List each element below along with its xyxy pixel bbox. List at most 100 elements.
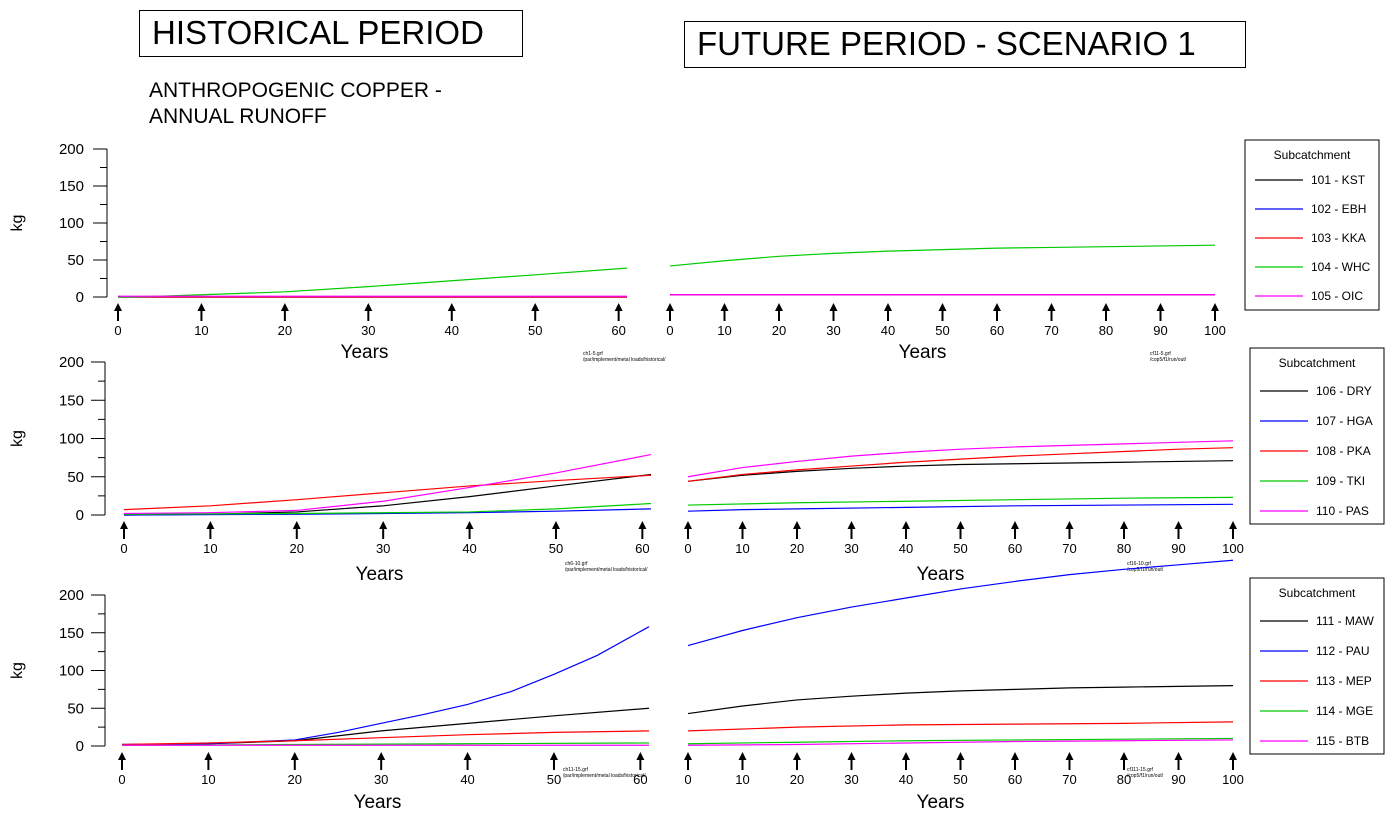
panel3-fut-tick-arrow-9 <box>1174 752 1183 770</box>
panel1-y-tick-label-0: 0 <box>76 289 84 306</box>
panel3-y-tick-label-4: 200 <box>59 587 84 604</box>
panel2-hist-tick-label-0: 0 <box>120 541 127 556</box>
panel1-hist-tick-arrow-2 <box>280 303 289 321</box>
panel2-hist-x-axis-label: Years <box>356 564 404 585</box>
panel1-legend-box <box>1244 139 1380 311</box>
panel3-fut-tick-arrow-10 <box>1229 752 1237 770</box>
panel2-fut-file-note-1: /cop5/f1/run/out/ <box>1127 567 1164 573</box>
panel3-fut-tick-label-7: 70 <box>1062 772 1076 787</box>
panel2-fut-tick-label-4: 40 <box>899 541 913 556</box>
panel1-fut-tick-arrow-7 <box>1047 303 1056 321</box>
panel1-hist-tick-arrow-0 <box>114 303 122 321</box>
panel1-fut-tick-arrow-9 <box>1156 303 1165 321</box>
panel2-fut-series-line-4 <box>687 496 1234 506</box>
panel3-legend-label-2: 112 - PAU <box>1316 644 1370 658</box>
panel3-hist-series-line-3 <box>121 730 650 746</box>
panel2-y-tick-label-4: 200 <box>59 354 84 371</box>
panel3-fut-tick-arrow-6 <box>1011 752 1019 770</box>
panel3-legend-title: Subcatchment <box>1279 586 1356 600</box>
panel2-hist-tick-label-2: 20 <box>290 541 304 556</box>
panel2-hist-tick-arrow-2 <box>292 521 301 539</box>
panel1-legend-label-4: 104 - WHC <box>1311 260 1371 274</box>
panel3-fut-tick-label-10: 100 <box>1222 772 1244 787</box>
panel2-hist-tick-arrow-3 <box>379 521 388 539</box>
panel2-fut-tick-arrow-0 <box>684 521 692 539</box>
chart-subtitle: ANTHROPOGENIC COPPER - ANNUAL RUNOFF <box>149 78 442 130</box>
panel2-hist-tick-label-1: 10 <box>203 541 217 556</box>
panel1-fut-tick-label-5: 50 <box>935 323 949 338</box>
panel3-fut-tick-label-5: 50 <box>953 772 967 787</box>
panel2-legend-label-1: 106 - DRY <box>1316 384 1372 398</box>
panel2-hist-series-line-5 <box>123 453 652 515</box>
panel3-hist-series-line-1 <box>121 707 650 746</box>
panel1-hist-tick-label-2: 20 <box>278 323 292 338</box>
panel2-y-tick-label-3: 150 <box>59 392 84 409</box>
panel3-hist-file-note-1: /par/implement/metal loads/historical/ <box>563 773 646 779</box>
panel3-fut-tick-label-1: 10 <box>735 772 749 787</box>
panel2-hist-series-line-1 <box>123 473 652 516</box>
panel2-fut-tick-arrow-7 <box>1065 521 1074 539</box>
panel1-y-tick-label-1: 50 <box>67 252 84 269</box>
panel1-fut-series-line-4 <box>669 244 1216 267</box>
panel3-hist-tick-label-0: 0 <box>118 772 125 787</box>
subtitle-line-2: ANNUAL RUNOFF <box>149 105 327 128</box>
panel2-fut-tick-label-10: 100 <box>1222 541 1244 556</box>
panel3-hist-tick-label-6: 60 <box>633 772 647 787</box>
panel2-legend-box <box>1249 347 1385 525</box>
panel1-fut-tick-label-10: 100 <box>1204 323 1226 338</box>
panel3-fut-tick-label-2: 20 <box>790 772 804 787</box>
subtitle-line-1: ANTHROPOGENIC COPPER - <box>149 79 442 102</box>
panel1-fut-file-note-0: cf11-5.grf <box>1150 351 1171 357</box>
panel3-legend-label-1: 111 - MAW <box>1316 614 1374 628</box>
panel3-hist-tick-label-2: 20 <box>288 772 302 787</box>
panel3-legend-box <box>1249 577 1385 755</box>
panel3-fut-x-axis-label: Years <box>917 792 965 813</box>
panel3-fut-file-note-1: /cop5/f1/run/out/ <box>1127 773 1164 779</box>
panel2-hist-series-line-3 <box>123 474 652 511</box>
panel3-fut-series-line-4 <box>687 737 1234 745</box>
panel2-fut-tick-arrow-10 <box>1229 521 1237 539</box>
historical-period-title: HISTORICAL PERIOD <box>139 10 523 57</box>
panel2-fut-tick-arrow-3 <box>847 521 856 539</box>
panel2-hist-series-line-2 <box>123 508 652 516</box>
panel3-fut-tick-arrow-7 <box>1065 752 1074 770</box>
panel3-legend-label-4: 114 - MGE <box>1316 704 1373 718</box>
panel2-fut-series-line-3 <box>687 447 1234 482</box>
panel3-fut-tick-arrow-2 <box>793 752 801 770</box>
panel1-hist-tick-arrow-1 <box>197 303 206 321</box>
panel1-fut-tick-label-6: 60 <box>990 323 1004 338</box>
panel1-hist-tick-arrow-3 <box>364 303 373 321</box>
panel3-fut-tick-label-8: 80 <box>1117 772 1131 787</box>
panel1-legend-title: Subcatchment <box>1274 148 1351 162</box>
panel3-fut-file-note-0: cf111-15.grf <box>1127 767 1154 773</box>
panel1-hist-file-note-1: /par/implement/metal loads/historical/ <box>583 357 666 363</box>
panel1-hist-tick-label-4: 40 <box>445 323 459 338</box>
panel3-fut-tick-arrow-1 <box>738 752 747 770</box>
panel1-fut-tick-label-8: 80 <box>1099 323 1113 338</box>
panel3-y-tick-label-1: 50 <box>67 700 84 717</box>
panel1-fut-tick-label-0: 0 <box>666 323 673 338</box>
panel2-legend-label-3: 108 - PKA <box>1316 444 1371 458</box>
panel1-hist-tick-label-5: 50 <box>528 323 542 338</box>
panel2-hist-file-note-0: ch6-10.grf <box>565 561 588 567</box>
panel3-fut-tick-arrow-4 <box>902 752 910 770</box>
panel2-fut-tick-arrow-1 <box>738 521 747 539</box>
panel2-fut-tick-label-1: 10 <box>735 541 749 556</box>
panel1-fut-tick-arrow-1 <box>720 303 729 321</box>
panel2-fut-tick-label-0: 0 <box>684 541 691 556</box>
panel1-hist-tick-label-0: 0 <box>114 323 121 338</box>
panel3-fut-tick-label-3: 30 <box>844 772 858 787</box>
panel1-y-tick-label-2: 100 <box>59 215 84 232</box>
panel2-fut-tick-label-6: 60 <box>1008 541 1022 556</box>
panel1-hist-tick-label-1: 10 <box>194 323 208 338</box>
panel1-fut-tick-arrow-0 <box>666 303 674 321</box>
panel2-fut-tick-label-3: 30 <box>844 541 858 556</box>
panel2-fut-tick-label-5: 50 <box>953 541 967 556</box>
panel2-fut-tick-label-2: 20 <box>790 541 804 556</box>
panel2-hist-tick-arrow-1 <box>206 521 215 539</box>
panel2-fut-series-line-2 <box>687 503 1234 512</box>
panel2-hist-tick-arrow-4 <box>465 521 474 539</box>
panel3-y-tick-label-2: 100 <box>59 663 84 680</box>
panel1-hist-tick-arrow-5 <box>531 303 540 321</box>
panel3-hist-tick-arrow-0 <box>118 752 126 770</box>
